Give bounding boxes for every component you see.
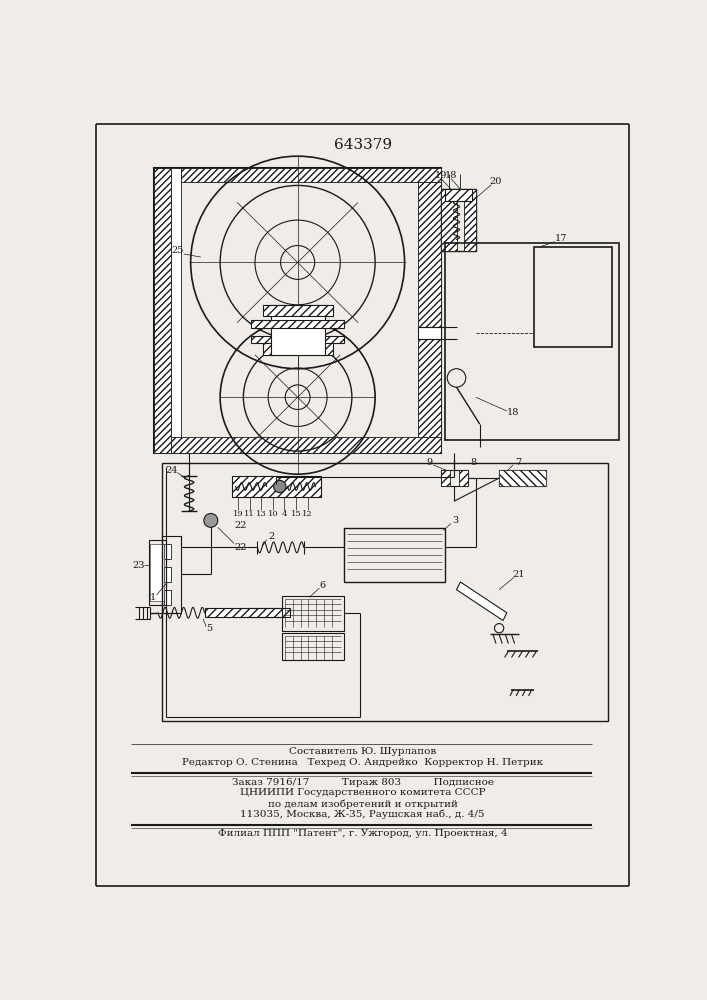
Text: 23: 23 [132,561,145,570]
Bar [151,544,164,601]
Text: 5: 5 [206,624,212,633]
Circle shape [274,480,286,493]
Bar [163,544,171,559]
Bar [163,590,171,605]
Text: 19: 19 [233,510,243,518]
Text: 22: 22 [234,543,247,552]
Text: Филиал ППП "Патент", г. Ужгород, ул. Проектная, 4: Филиал ППП "Патент", г. Ужгород, ул. Про… [218,829,508,838]
Text: 113035, Москва, Ж-35, Раушская наб., д. 4/5: 113035, Москва, Ж-35, Раушская наб., д. … [240,810,485,819]
Text: 22: 22 [234,521,247,530]
Circle shape [204,513,218,527]
Text: 2: 2 [268,532,274,541]
Text: 25: 25 [171,246,184,255]
Text: 20: 20 [490,177,502,186]
Text: 10: 10 [267,510,278,518]
Text: 19: 19 [435,171,448,180]
Bar [499,470,546,486]
Bar [204,608,290,617]
Bar [344,528,445,582]
Bar [441,189,476,251]
Text: 11: 11 [244,510,255,518]
Bar [445,243,619,440]
Text: по делам изобретений и открытий: по делам изобретений и открытий [268,799,457,809]
Bar [149,540,166,605]
Bar [163,567,171,582]
Bar [154,168,171,453]
Text: 3: 3 [452,516,459,525]
Bar [499,470,546,486]
Bar [162,463,607,721]
Bar [232,476,321,497]
Text: 18: 18 [507,408,519,417]
Bar [441,189,457,251]
Text: 24: 24 [165,466,177,475]
Text: 1: 1 [150,593,156,602]
Text: 12: 12 [303,510,313,518]
Text: 8: 8 [470,458,477,467]
Text: 18: 18 [445,171,457,180]
Bar [154,168,441,453]
Bar [534,247,612,347]
Text: 21: 21 [513,570,525,579]
Text: 13: 13 [256,510,267,518]
Bar [251,336,344,343]
Text: Заказ 7916/17          Тираж 803          Подписное: Заказ 7916/17 Тираж 803 Подписное [232,778,493,787]
Bar [171,437,441,453]
Polygon shape [457,582,507,620]
Bar [459,470,468,486]
Bar [441,470,450,486]
Text: 4: 4 [281,510,287,518]
Bar [441,470,468,486]
Bar [282,596,344,631]
Bar [180,168,441,182]
Text: 6: 6 [320,581,325,590]
Bar [271,305,325,355]
Bar [418,327,441,339]
Text: Редактор О. Стенина   Техред О. Андрейко  Корректор Н. Петрик: Редактор О. Стенина Техред О. Андрейко К… [182,758,543,767]
Bar [445,189,472,201]
Text: 9: 9 [426,458,433,467]
Text: 643379: 643379 [334,138,392,152]
Text: ЦНИИПИ Государственного комитета СССР: ЦНИИПИ Государственного комитета СССР [240,788,486,797]
Bar [418,182,441,437]
Text: Составитель Ю. Шурлапов: Составитель Ю. Шурлапов [289,747,436,756]
Text: 7: 7 [515,458,522,467]
Bar [464,189,476,251]
Text: 15: 15 [291,510,301,518]
Text: 17: 17 [555,234,568,243]
Bar [282,633,344,660]
Bar [171,168,180,453]
Bar [263,343,332,355]
Bar [263,305,332,316]
Bar [162,536,182,613]
Bar [251,320,344,328]
